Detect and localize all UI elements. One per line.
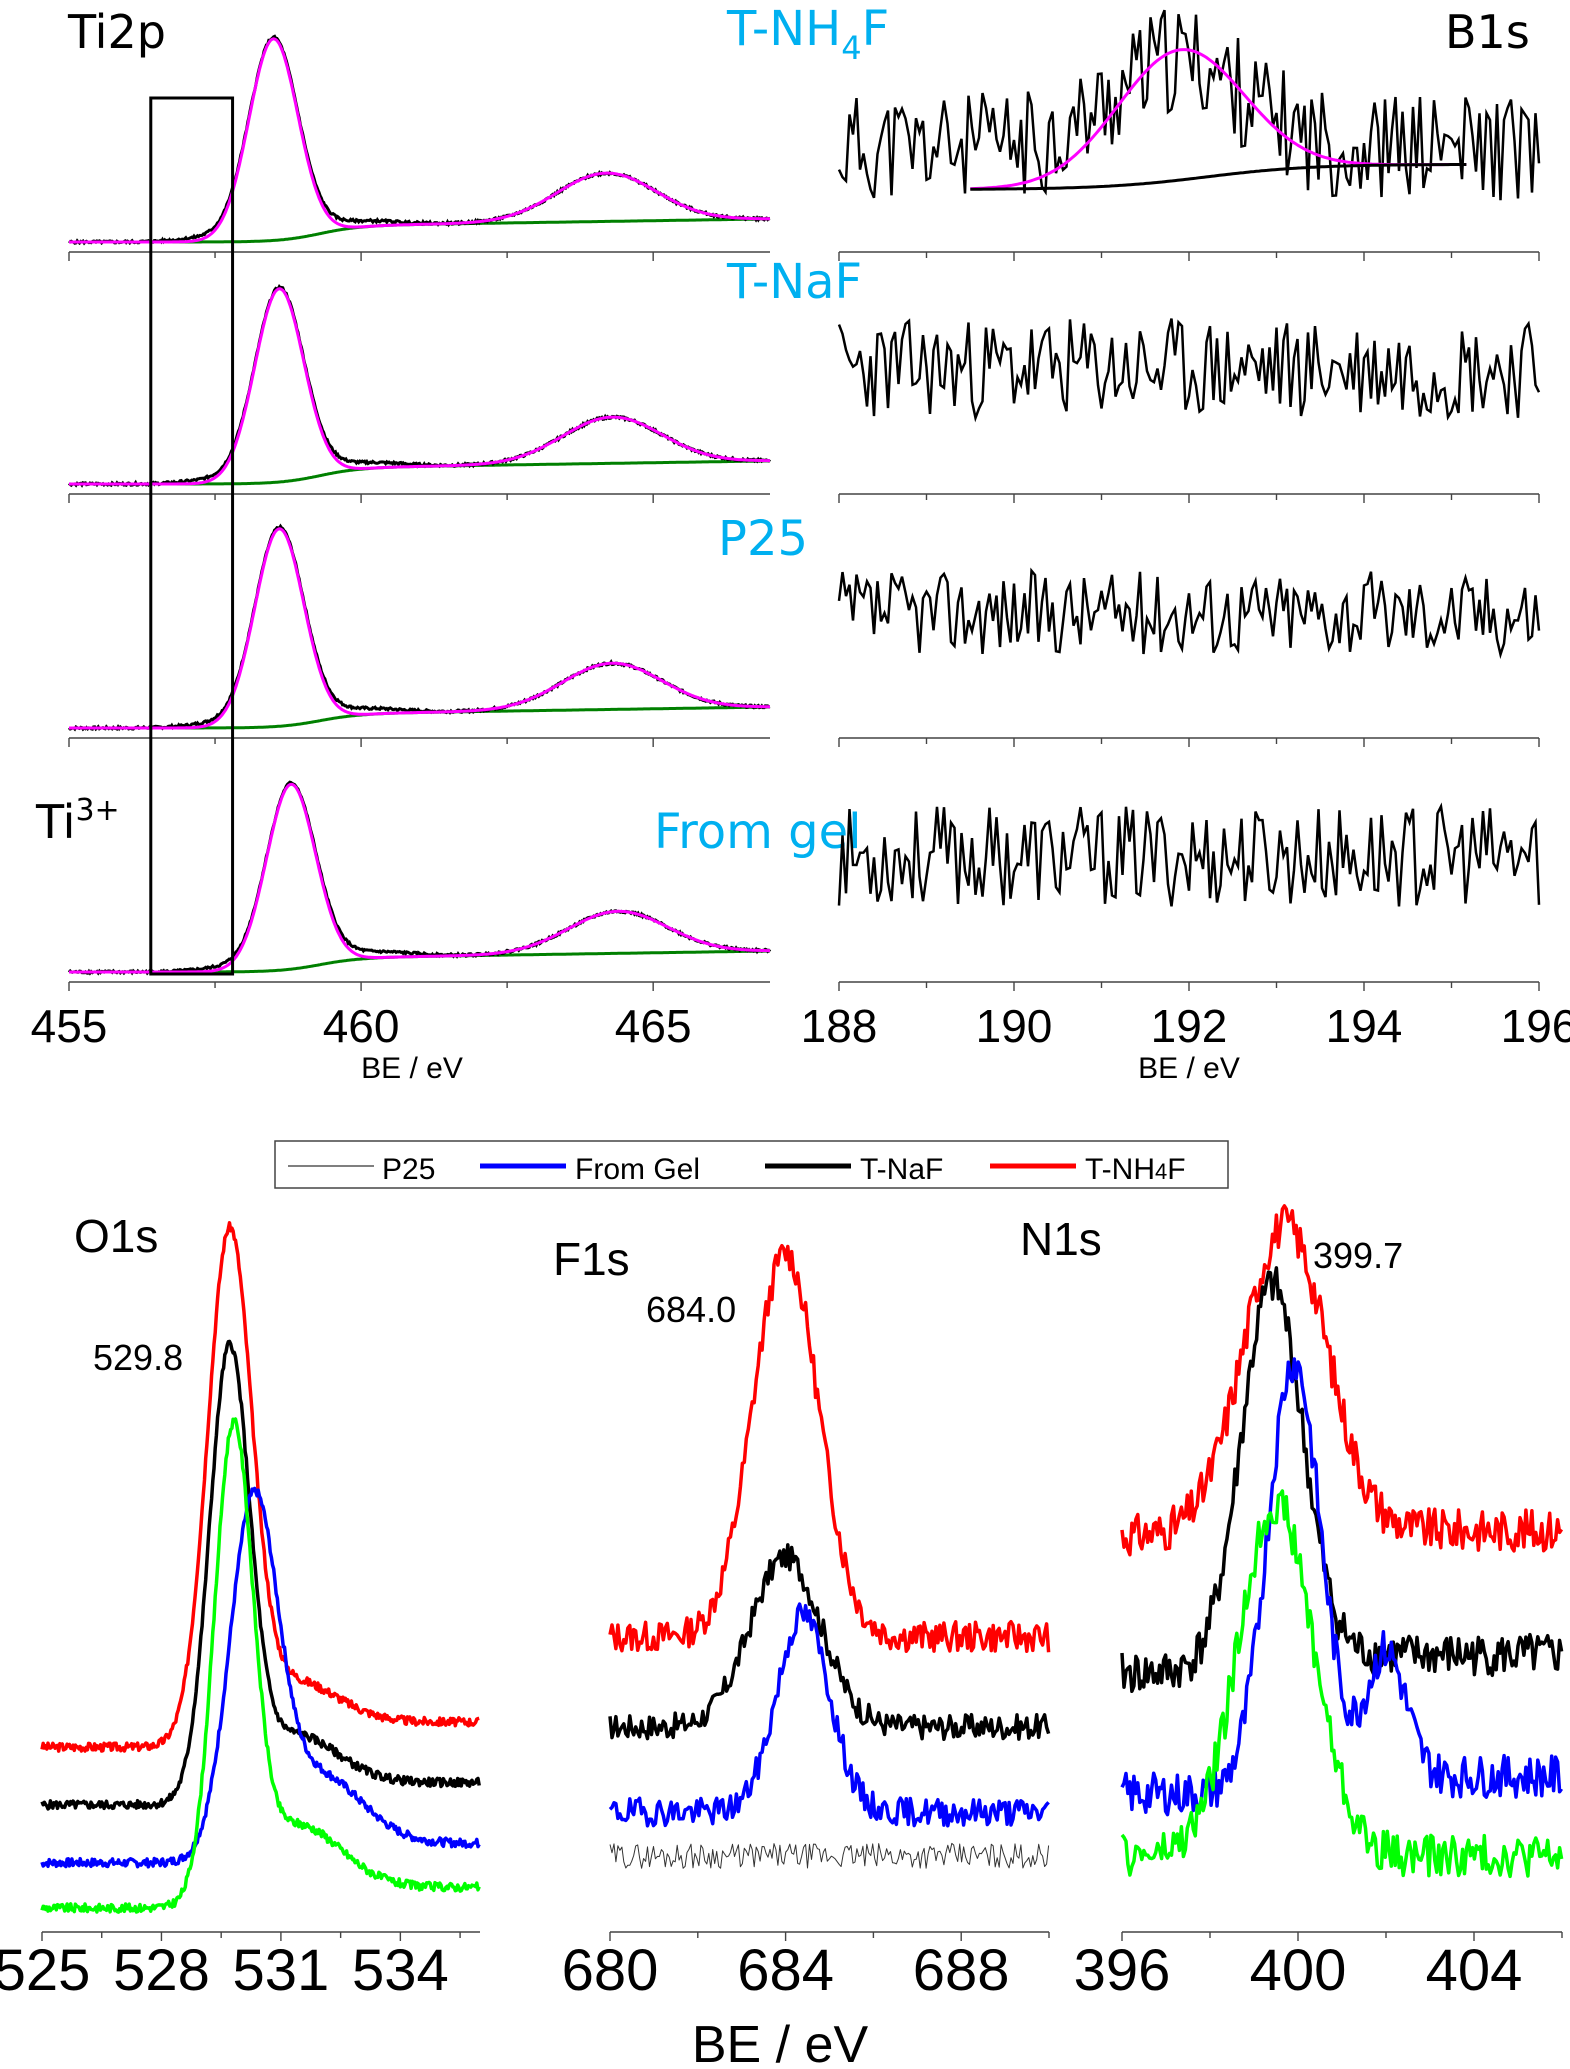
- ti2p-axes: [68, 251, 770, 991]
- n1s-series-t-nh4f: [1120, 1204, 1564, 1557]
- ti3-region-box: [149, 96, 235, 976]
- n1s-series-p25: [1120, 1489, 1564, 1879]
- n1s-peak-annotation: 399.7: [1313, 1235, 1403, 1276]
- o1s-curves: [40, 1221, 481, 1914]
- f1s-series-from-gel: [608, 1602, 1050, 1828]
- legend-label: P25: [382, 1153, 435, 1186]
- b1s-background-line: [970, 163, 1467, 191]
- f1s-tick-label: 688: [913, 1938, 1010, 2003]
- sample-labels: T-NH4F T-NaF P25 From gel: [654, 1, 889, 860]
- o1s-chart: O1s 529.8 525 528 531 534: [0, 1210, 481, 2003]
- n1s-curves: [1120, 1204, 1564, 1879]
- b1s-chart: B1s 188 190 192 194 196 BE / eV: [801, 5, 1570, 1085]
- o1s-axes: 525 528 531 534: [0, 1931, 480, 2003]
- ti2p-fit-line: [69, 782, 770, 974]
- f1s-curves: [608, 1243, 1051, 1869]
- ti2p-title: Ti2p: [67, 5, 166, 59]
- ti2p-fit-line: [69, 287, 770, 486]
- ti2p-fit-line: [69, 37, 770, 244]
- o1s-tick-label: 528: [113, 1938, 210, 2003]
- ti3-label: Ti3+: [35, 793, 120, 849]
- b1s-spectrum-line: [837, 9, 1541, 201]
- sample-label-from-gel: From gel: [654, 804, 862, 860]
- ti2p-chart: Ti2p 455 460 465 BE / eV Ti3+: [31, 5, 772, 1085]
- b1s-tick-labels: 188 190 192 194 196: [801, 1000, 1570, 1052]
- f1s-title: F1s: [553, 1233, 630, 1285]
- b1s-tick-label: 188: [801, 1000, 878, 1052]
- o1s-series-t-nh4f: [40, 1221, 480, 1753]
- legend-label: T-NH4F: [1085, 1153, 1186, 1186]
- sample-label-t-naf: T-NaF: [726, 254, 862, 310]
- o1s-tick-label: 534: [352, 1938, 449, 2003]
- b1s-tick-label: 192: [1151, 1000, 1228, 1052]
- o1s-title: O1s: [74, 1210, 158, 1262]
- ti2p-tick-label: 465: [615, 1000, 692, 1052]
- n1s-series-t-naf: [1120, 1266, 1564, 1694]
- o1s-series-t-naf: [40, 1339, 481, 1811]
- o1s-series-from-gel: [40, 1486, 481, 1869]
- b1s-spectrum-line: [837, 567, 1541, 660]
- f1s-chart: F1s 684.0 680 684 688: [553, 1233, 1051, 2003]
- sample-label-p25: P25: [718, 511, 808, 567]
- n1s-chart: N1s 399.7 396 400 404: [1020, 1204, 1564, 2003]
- n1s-axes: 396 400 404: [1074, 1931, 1563, 2003]
- f1s-axes: 680 684 688: [562, 1931, 1050, 2003]
- b1s-curves: [837, 9, 1541, 907]
- o1s-peak-annotation: 529.8: [93, 1337, 183, 1378]
- f1s-series-p25: [609, 1842, 1050, 1869]
- o1s-tick-label: 525: [0, 1938, 90, 2003]
- sample-label-t-nh4f: T-NH4F: [726, 1, 889, 67]
- b1s-title: B1s: [1445, 5, 1530, 59]
- f1s-tick-label: 684: [737, 1938, 834, 2003]
- o1s-series-p25: [40, 1417, 481, 1914]
- bottom-xlabel: BE / eV: [692, 2016, 869, 2069]
- ti2p-tick-labels: 455 460 465: [31, 1000, 692, 1052]
- b1s-spectrum-line: [837, 318, 1541, 423]
- f1s-tick-label: 680: [562, 1938, 659, 2003]
- f1s-series-t-nh4f: [608, 1243, 1051, 1654]
- ti2p-tick-label: 460: [323, 1000, 400, 1052]
- ti2p-xlabel: BE / eV: [361, 1052, 463, 1085]
- legend-label: From Gel: [575, 1153, 700, 1186]
- f1s-peak-annotation: 684.0: [646, 1289, 736, 1330]
- ti2p-fit-line: [69, 527, 770, 730]
- f1s-series-t-naf: [608, 1543, 1051, 1742]
- n1s-title: N1s: [1020, 1213, 1102, 1265]
- b1s-tick-label: 196: [1501, 1000, 1570, 1052]
- ti2p-curves: [67, 34, 772, 976]
- legend-label: T-NaF: [860, 1153, 943, 1186]
- b1s-tick-label: 194: [1326, 1000, 1403, 1052]
- ti2p-experimental-line: [68, 34, 771, 246]
- b1s-spectrum-line: [837, 802, 1541, 907]
- ti2p-experimental-line: [67, 284, 772, 488]
- n1s-tick-label: 396: [1074, 1938, 1171, 2003]
- b1s-tick-label: 190: [976, 1000, 1053, 1052]
- b1s-xlabel: BE / eV: [1138, 1052, 1240, 1085]
- legend: P25 From Gel T-NaF T-NH4F: [274, 1140, 1229, 1189]
- o1s-tick-label: 531: [233, 1938, 330, 2003]
- n1s-tick-label: 400: [1250, 1938, 1347, 2003]
- n1s-tick-label: 404: [1426, 1938, 1523, 2003]
- n1s-series-from-gel: [1120, 1357, 1564, 1817]
- ti2p-tick-label: 455: [31, 1000, 108, 1052]
- b1s-axes: [838, 251, 1540, 991]
- ti2p-experimental-line: [67, 523, 771, 732]
